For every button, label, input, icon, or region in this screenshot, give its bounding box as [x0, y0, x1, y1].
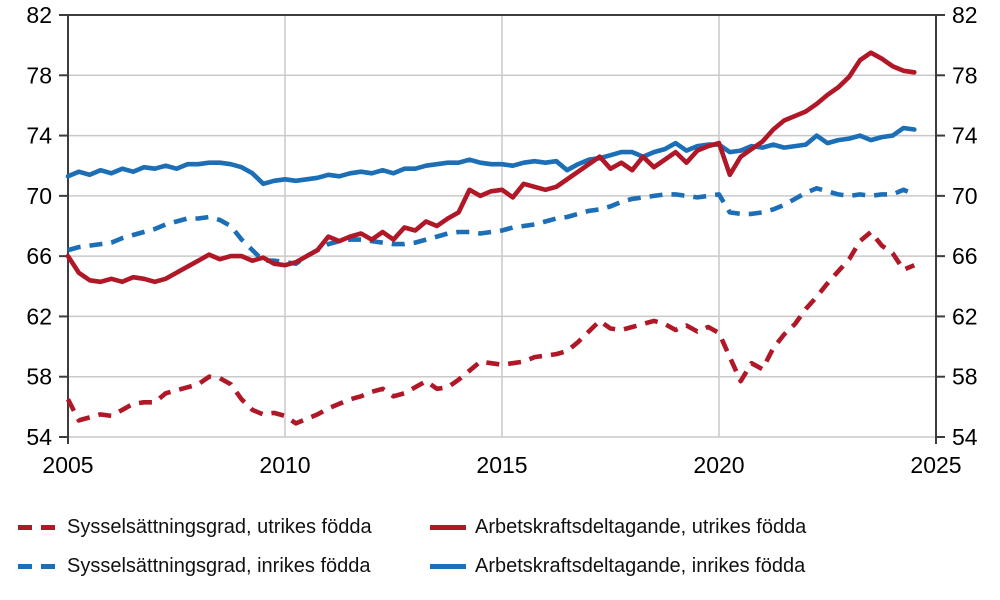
legend-label-arbetskraft-inrikes: Arbetskraftsdeltagande, inrikes födda [475, 555, 806, 577]
dashed-line-swatch-blue [18, 563, 58, 569]
y-axis-label-right: 82 [952, 2, 978, 28]
y-axis-label-left: 58 [26, 364, 52, 390]
y-axis-label-right: 74 [952, 123, 978, 149]
legend-label-arbetskraft-utrikes: Arbetskraftsdeltagande, utrikes födda [475, 516, 807, 538]
legend-label-sysselsattning-inrikes: Sysselsättningsgrad, inrikes födda [67, 555, 371, 577]
series-dashed [65, 229, 916, 426]
y-axis-label-left: 54 [26, 424, 52, 450]
x-axis-label: 2005 [42, 452, 93, 478]
y-axis-label-right: 54 [952, 424, 978, 450]
x-axis-label: 2025 [910, 452, 961, 478]
line-chart: 54 54 58 58 62 62 66 66 70 70 74 74 78 78 82 82 2005 2010… [26, 2, 978, 478]
series-solid [65, 50, 917, 285]
y-axis-label-right: 62 [952, 303, 978, 329]
x-axis-label: 2020 [693, 452, 744, 478]
y-axis-label-left: 74 [26, 123, 52, 149]
legend-row-inrikes: Sysselsättningsgrad, inrikes födda Arbet… [18, 551, 988, 581]
legend-label-sysselsattning-utrikes: Sysselsättningsgrad, utrikes födda [67, 516, 372, 538]
dashed-line-swatch-red [18, 524, 58, 530]
chart-legend: Sysselsättningsgrad, utrikes födda Arbet… [18, 512, 988, 590]
y-axis-label-right: 66 [952, 243, 978, 269]
y-axis-label-right: 78 [952, 62, 978, 88]
series-dashed [67, 186, 916, 267]
y-axis-label-left: 70 [26, 183, 52, 209]
y-axis-label-left: 82 [26, 2, 52, 28]
chart-canvas: 54 54 58 58 62 62 66 66 70 70 74 74 78 78 82 82 2005 2010… [26, 2, 978, 478]
legend-row-utrikes: Sysselsättningsgrad, utrikes födda Arbet… [18, 512, 988, 542]
y-axis-label-right: 70 [952, 183, 978, 209]
y-axis-label-right: 58 [952, 364, 978, 390]
solid-line-swatch-red [430, 524, 466, 530]
y-axis-label-left: 62 [26, 303, 52, 329]
x-axis-label: 2010 [259, 452, 310, 478]
y-axis-label-left: 78 [26, 62, 52, 88]
x-axis-label: 2015 [476, 452, 527, 478]
series-solid [65, 125, 917, 187]
y-axis-label-left: 66 [26, 243, 52, 269]
solid-line-swatch-blue [430, 563, 466, 569]
